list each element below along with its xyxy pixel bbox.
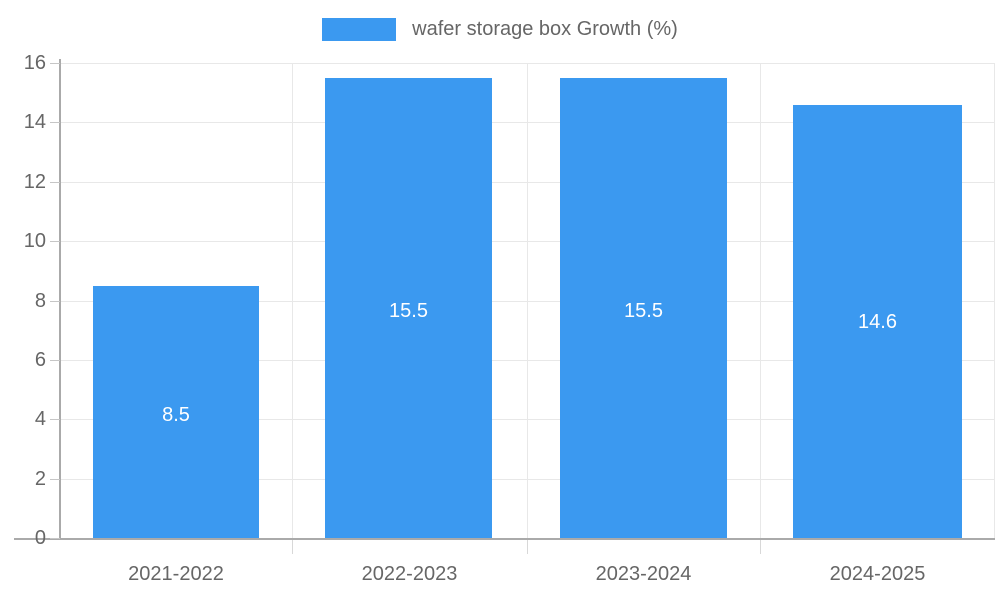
- gridline-vertical-2: [527, 63, 528, 538]
- x-axis-label-2024-2025: 2024-2025: [829, 563, 926, 585]
- y-tick-label-6: 6: [34, 349, 46, 371]
- y-tick-label-14: 14: [23, 111, 46, 133]
- y-tick-mark-0: [50, 538, 60, 539]
- x-axis-line: [14, 538, 995, 540]
- y-tick-mark-4: [50, 419, 60, 420]
- plot-area: [60, 63, 995, 538]
- x-tick-mark-3: [760, 540, 761, 554]
- y-tick-label-10: 10: [23, 230, 46, 252]
- gridline-vertical-3: [760, 63, 761, 538]
- y-tick-label-8: 8: [34, 290, 46, 312]
- chart-legend: wafer storage box Growth (%): [0, 12, 1000, 46]
- bar-2024-2025[interactable]: [793, 105, 962, 538]
- x-axis-label-2022-2023: 2022-2023: [361, 563, 458, 585]
- y-tick-label-2: 2: [34, 468, 46, 490]
- y-tick-mark-2: [50, 479, 60, 480]
- bar-2021-2022[interactable]: [93, 286, 259, 538]
- y-tick-label-16: 16: [23, 52, 46, 74]
- y-tick-label-12: 12: [23, 171, 46, 193]
- y-tick-label-4: 4: [34, 408, 46, 430]
- y-tick-mark-12: [50, 182, 60, 183]
- x-axis-label-2023-2024: 2023-2024: [595, 563, 692, 585]
- bar-2022-2023[interactable]: [325, 78, 492, 538]
- y-tick-mark-16: [50, 63, 60, 64]
- x-axis-label-2021-2022: 2021-2022: [128, 563, 224, 585]
- y-tick-label-0: 0: [34, 527, 46, 549]
- y-tick-mark-10: [50, 241, 60, 242]
- y-tick-mark-14: [50, 122, 60, 123]
- legend-item-wafer-storage-box-growth[interactable]: wafer storage box Growth (%): [322, 17, 678, 41]
- y-axis-line: [59, 59, 61, 540]
- x-tick-mark-1: [292, 540, 293, 554]
- bar-2023-2024[interactable]: [560, 78, 727, 538]
- x-tick-mark-2: [527, 540, 528, 554]
- legend-item-label: wafer storage box Growth (%): [412, 17, 678, 40]
- y-tick-mark-8: [50, 301, 60, 302]
- y-tick-mark-6: [50, 360, 60, 361]
- gridline-vertical-1: [292, 63, 293, 538]
- legend-color-swatch: [322, 17, 397, 41]
